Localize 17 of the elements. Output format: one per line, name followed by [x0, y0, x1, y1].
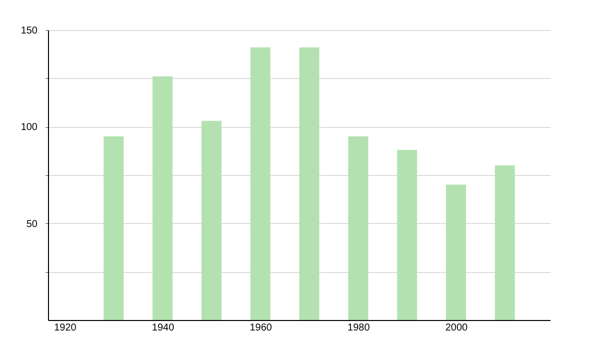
bar: [250, 47, 270, 320]
x-tick-label: 1940: [152, 322, 175, 334]
bar: [152, 76, 173, 320]
bar: [397, 150, 418, 320]
bar: [201, 120, 222, 320]
x-tick-label: 1980: [348, 322, 370, 334]
x-tick-label: 2000: [445, 322, 468, 334]
bar: [104, 136, 124, 320]
x-tick-label: 1960: [250, 322, 272, 334]
bar: [348, 136, 368, 320]
bar: [494, 165, 515, 320]
x-tick-label: 1920: [54, 322, 77, 334]
y-tick-label: 50: [26, 218, 38, 230]
bar: [446, 184, 466, 320]
y-tick-label: 100: [20, 122, 38, 134]
bar: [299, 47, 320, 320]
y-tick-label: 150: [20, 26, 38, 36]
